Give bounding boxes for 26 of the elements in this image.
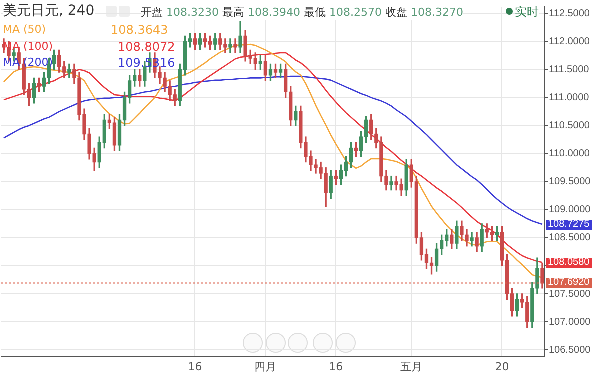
y-tick-label: 112.0000 [549,36,590,48]
text: 108.7275 [546,218,592,230]
y-tick-label: 109.0000 [549,204,592,216]
y-tick-label: 107.0000 [549,316,592,328]
x-tick-label: 四月 [254,360,277,374]
y-tick-label: 110.5000 [549,120,590,132]
y-tick-label: 111.0000 [549,92,590,104]
chart-subtitle: 开盘 108.3230 最高 108.3940 最低 108.2570 收盘 108.3270 [141,6,464,19]
y-tick-label: 107.5000 [549,288,592,300]
x-tick-label: 16 [329,360,344,374]
x-tick-label: 五月 [400,360,423,374]
y-tick-label: 108.5000 [549,232,592,244]
x-tick-label: 20 [495,360,510,374]
ref-line-label: 107.6920 [546,277,592,288]
y-tick-label: 110.0000 [549,148,590,160]
annotation: 实时 [515,4,539,21]
annotation: 108.3643 [111,23,168,37]
y-tick-label: 106.5000 [549,344,592,356]
y-tick-label: 111.5000 [549,64,590,76]
chart-title: 美元日元, 240 [3,2,95,20]
text: 108.0580 [546,256,592,268]
y-tick-label: 109.5000 [549,176,592,188]
annotation: 108.8072 [118,40,176,54]
x-tick-label: 16 [188,360,202,374]
text: MA (50) [3,23,46,36]
y-tick-label: 112.5000 [549,8,590,20]
